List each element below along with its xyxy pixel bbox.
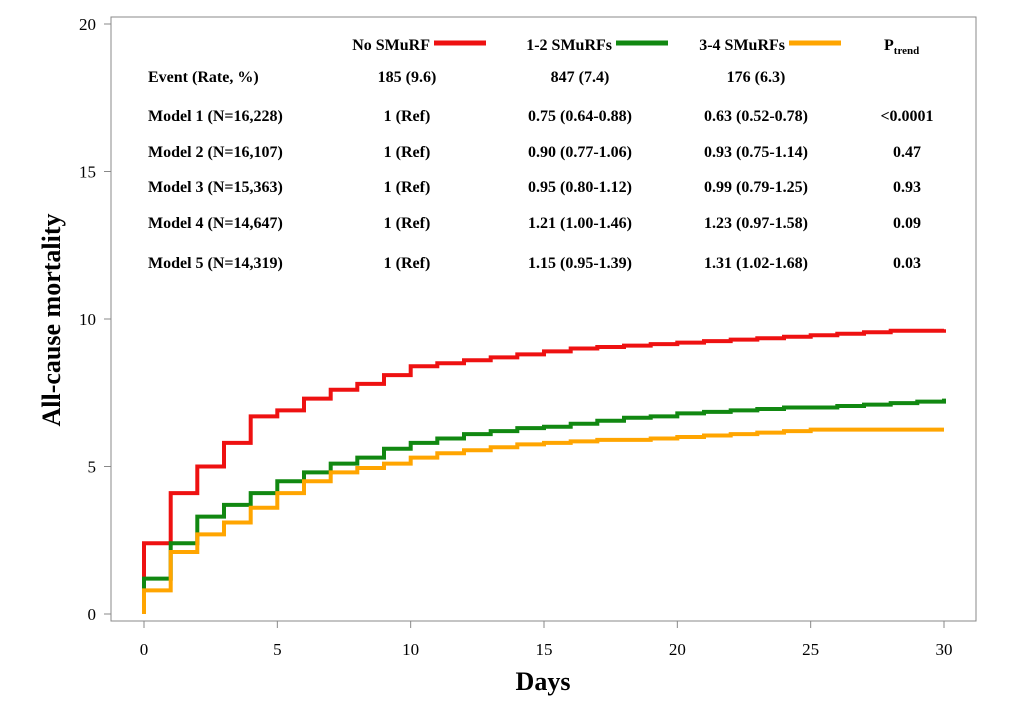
table-cell: 1 (Ref) xyxy=(384,255,431,272)
x-tick-label: 20 xyxy=(669,640,686,659)
table-cell: 0.75 (0.64-0.88) xyxy=(528,108,632,125)
series-line-3 xyxy=(142,427,944,614)
legend-label: No SMuRF xyxy=(352,37,430,54)
table-cell: 1 (Ref) xyxy=(384,179,431,196)
x-tick-label: 30 xyxy=(936,640,953,659)
table-cell: 0.93 xyxy=(893,179,921,196)
series-lines xyxy=(142,328,946,614)
table-row-label: Model 1 (N=16,228) xyxy=(148,108,283,125)
table-cell: 1 (Ref) xyxy=(384,215,431,232)
x-tick-label: 10 xyxy=(402,640,419,659)
table-cell: <0.0001 xyxy=(880,108,933,125)
table-row-label: Event (Rate, %) xyxy=(148,69,259,86)
legend: No SMuRF 1-2 SMuRFs 3-4 SMuRFs Ptrend xyxy=(352,37,919,57)
table-cell: 0.09 xyxy=(893,215,921,232)
table-cell: 0.95 (0.80-1.12) xyxy=(528,179,632,196)
table-row-label: Model 3 (N=15,363) xyxy=(148,179,283,196)
table-cell: 0.90 (0.77-1.06) xyxy=(528,144,632,161)
y-tick-label: 15 xyxy=(79,163,96,182)
table-cell: 847 (7.4) xyxy=(551,69,610,86)
series-line-1 xyxy=(142,328,946,614)
ptrend-header: Ptrend xyxy=(884,37,919,57)
table-cell: 1.21 (1.00-1.46) xyxy=(528,215,632,232)
table-row-label: Model 2 (N=16,107) xyxy=(148,144,283,161)
table-cell: 1.23 (0.97-1.58) xyxy=(704,215,808,232)
table-cell: 1 (Ref) xyxy=(384,144,431,161)
table-cell: 0.99 (0.79-1.25) xyxy=(704,179,808,196)
table-cell: 1.31 (1.02-1.68) xyxy=(704,255,808,272)
axes: 0 5 10 15 20 25 30 0 5 10 15 20 xyxy=(79,15,953,659)
y-axis-title: All-cause mortality xyxy=(37,213,66,426)
table-cell: 1.15 (0.95-1.39) xyxy=(528,255,632,272)
x-tick-label: 0 xyxy=(140,640,149,659)
x-tick-label: 5 xyxy=(273,640,282,659)
y-tick-label: 20 xyxy=(79,15,96,34)
table-cell: 185 (9.6) xyxy=(378,69,437,86)
y-tick-label: 5 xyxy=(88,458,97,477)
y-tick-label: 0 xyxy=(88,605,97,624)
hazard-ratio-table: Event (Rate, %) 185 (9.6) 847 (7.4) 176 (6.… xyxy=(148,69,934,272)
x-tick-label: 25 xyxy=(802,640,819,659)
table-row-label: Model 4 (N=14,647) xyxy=(148,215,283,232)
x-axis-title: Days xyxy=(516,667,571,696)
table-cell: 0.93 (0.75-1.14) xyxy=(704,144,808,161)
y-tick-label: 10 xyxy=(79,310,96,329)
legend-label: 1-2 SMuRFs xyxy=(526,37,612,54)
table-row-label: Model 5 (N=14,319) xyxy=(148,255,283,272)
table-cell: 0.47 xyxy=(893,144,921,161)
legend-label: 3-4 SMuRFs xyxy=(699,37,785,54)
table-cell: 176 (6.3) xyxy=(727,69,786,86)
x-tick-label: 15 xyxy=(536,640,553,659)
table-cell: 0.63 (0.52-0.78) xyxy=(704,108,808,125)
table-cell: 1 (Ref) xyxy=(384,108,431,125)
table-cell: 0.03 xyxy=(893,255,921,272)
